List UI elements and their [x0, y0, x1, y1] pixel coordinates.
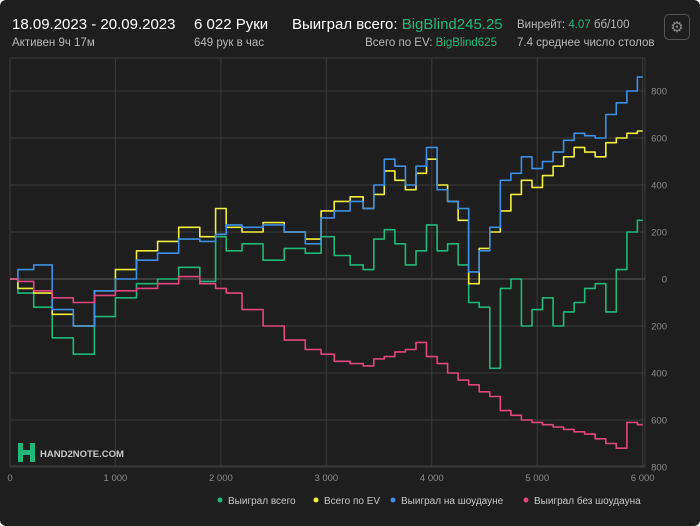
legend-marker-1: [313, 497, 319, 503]
grid-layer: [9, 57, 646, 468]
winrate-unit: бб/100: [593, 19, 630, 31]
active-time: Активен 9ч 17м: [12, 37, 95, 49]
x-tick-label: 6 000: [631, 473, 655, 484]
series-line-2: [10, 76, 643, 327]
hand2note-logo-icon-bar: [23, 450, 30, 455]
series-line-3: [10, 275, 643, 449]
legend-marker-2: [390, 497, 396, 503]
y-tick-label: 800: [651, 87, 667, 98]
x-tick-label: 0: [7, 473, 12, 484]
x-tick-label: 5 000: [525, 473, 549, 484]
x-tick-label: 3 000: [314, 473, 338, 484]
legend-label-2: Выиграл на шоудауне: [401, 496, 504, 507]
watermark: HAND2NOTE.COM: [18, 443, 124, 462]
ev-total: Всего по EV: BigBlind625: [365, 37, 497, 49]
y-tick-label: 600: [651, 134, 667, 145]
legend-marker-0: [217, 497, 223, 503]
x-tick-label: 1 000: [104, 473, 128, 484]
avg-tables: 7.4 среднее число столов: [517, 37, 655, 49]
won-total-label: Выиграл всего:: [292, 16, 398, 33]
hand2note-logo-icon: [18, 443, 23, 462]
plot-frame: [9, 57, 646, 467]
x-tick-label: 4 000: [420, 473, 444, 484]
winrate-value: 4.07: [568, 19, 591, 31]
hand2note-logo-icon-right: [30, 443, 35, 462]
legend-label-1: Всего по EV: [324, 496, 380, 507]
ev-total-label: Всего по EV:: [365, 37, 433, 49]
winrate-label: Винрейт:: [517, 19, 566, 31]
hands-count: 6 022 Руки: [194, 16, 269, 33]
series-line-0: [10, 219, 643, 370]
legend: Выиграл всего Всего по EV Выиграл на шоуда…: [217, 495, 641, 507]
y-tick-label: 0: [662, 275, 667, 286]
x-tick-label: 2 000: [209, 473, 233, 484]
legend-label-3: Выиграл без шоудауна: [534, 495, 641, 507]
watermark-text: HAND2NOTE.COM: [40, 449, 124, 460]
y-tick-label: 800: [651, 463, 667, 474]
axis-layer: 800 600 400 200 0 200 400 600 800 0 1 000 2 000 3 00…: [7, 87, 667, 485]
hands-per-hour: 649 рук в час: [194, 37, 265, 49]
ev-total-value: BigBlind625: [435, 37, 497, 49]
y-tick-label: 200: [651, 228, 667, 239]
y-tick-label: 400: [651, 181, 667, 192]
won-total: Выиграл всего: BigBlind245.25: [292, 16, 503, 33]
gear-icon[interactable]: ⚙: [664, 14, 690, 40]
date-range: 18.09.2023 - 20.09.2023: [12, 16, 176, 33]
y-tick-label: 400: [651, 369, 667, 380]
y-tick-label: 600: [651, 416, 667, 427]
series-layer: [10, 76, 643, 449]
legend-marker-3: [523, 497, 529, 503]
y-tick-label: 200: [651, 322, 667, 333]
winrate: Винрейт: 4.07 бб/100: [517, 19, 629, 31]
legend-label-0: Выиграл всего: [228, 496, 296, 507]
series-line-1: [10, 130, 643, 327]
won-total-value: BigBlind245.25: [401, 16, 503, 33]
